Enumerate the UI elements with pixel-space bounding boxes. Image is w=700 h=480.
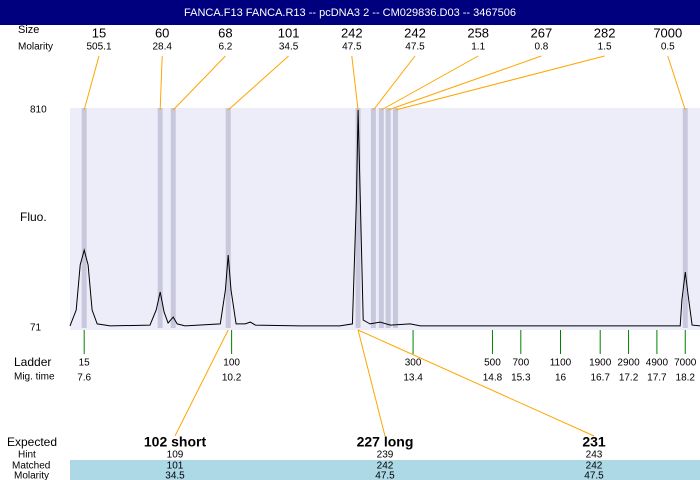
peak-size: 68 — [218, 25, 232, 40]
peak-band — [385, 108, 391, 328]
matched-value: 242 — [586, 461, 603, 472]
ladder-size: 500 — [484, 358, 501, 369]
row-label: Hint — [18, 450, 36, 461]
molarity-value: 47.5 — [584, 471, 604, 480]
peak-size: 242 — [404, 25, 426, 40]
ladder-time: 16 — [555, 373, 567, 384]
header-bar — [0, 0, 700, 25]
matched-value: 242 — [377, 461, 394, 472]
peak-size: 282 — [594, 25, 616, 40]
peak-molarity: 6.2 — [218, 42, 232, 53]
peak-pointer — [351, 55, 359, 111]
peak-pointer — [387, 55, 542, 111]
peak-band — [81, 108, 87, 328]
peak-molarity: 34.5 — [279, 42, 299, 53]
hint-value: 239 — [377, 450, 394, 461]
ladder-size: 700 — [512, 358, 529, 369]
peak-molarity: 0.5 — [661, 42, 675, 53]
peak-pointer — [395, 55, 605, 111]
ladder-time: 17.7 — [647, 373, 667, 384]
peak-size: 242 — [341, 25, 363, 40]
peak-molarity: 47.5 — [405, 42, 425, 53]
peak-size: 258 — [467, 25, 489, 40]
peak-molarity: 505.1 — [86, 42, 111, 53]
row-label: Molarity — [14, 471, 49, 480]
ladder-size: 100 — [223, 358, 240, 369]
ladder-time: 16.7 — [590, 373, 610, 384]
expected-pointer — [357, 329, 386, 437]
peak-size: 60 — [155, 25, 169, 40]
trace-line — [69, 109, 700, 327]
ladder-size: 1900 — [589, 358, 612, 369]
peak-pointer — [83, 55, 100, 111]
peak-molarity: 1.1 — [471, 42, 485, 53]
molarity-value: 34.5 — [165, 471, 185, 480]
peak-pointer — [667, 55, 686, 111]
peak-band — [157, 108, 163, 328]
peak-band — [170, 108, 176, 328]
molarity-value: 47.5 — [375, 471, 395, 480]
ladder-size: 7000 — [674, 358, 697, 369]
peak-band — [370, 108, 376, 328]
row-label: Mig. time — [14, 372, 55, 383]
peak-molarity: 47.5 — [342, 42, 362, 53]
row-label: Size — [18, 24, 39, 36]
header-title: FANCA.F13 FANCA.R13 -- pcDNA3 2 -- CM029… — [184, 7, 516, 19]
hint-value: 243 — [586, 450, 603, 461]
ladder-size: 15 — [79, 358, 91, 369]
peak-size: 15 — [92, 25, 106, 40]
peak-pointer — [172, 55, 226, 111]
ladder-time: 10.2 — [222, 373, 242, 384]
ladder-time: 15.3 — [511, 373, 531, 384]
peak-band — [378, 108, 384, 328]
ladder-time: 18.2 — [676, 373, 696, 384]
hint-value: 109 — [167, 450, 184, 461]
peak-pointer — [381, 55, 479, 111]
peak-band — [682, 108, 688, 328]
peak-molarity: 28.4 — [152, 42, 172, 53]
ladder-time: 14.8 — [483, 373, 503, 384]
peak-band — [392, 108, 398, 328]
peak-pointer — [159, 55, 163, 111]
row-label: Expected — [7, 435, 57, 449]
axis-label: Fluo. — [20, 210, 47, 224]
peak-molarity: 1.5 — [598, 42, 612, 53]
y-tick-label: 71 — [30, 323, 42, 334]
ladder-size: 4900 — [646, 358, 669, 369]
expected-pointer — [357, 329, 595, 437]
matched-band — [70, 460, 700, 480]
peak-size: 267 — [531, 25, 553, 40]
peak-size: 101 — [278, 25, 300, 40]
plot-area — [70, 108, 700, 330]
peak-band — [355, 108, 361, 328]
row-label: Molarity — [18, 42, 53, 53]
row-label: Matched — [12, 461, 50, 472]
row-label: Ladder — [14, 355, 51, 369]
ladder-time: 7.6 — [77, 373, 91, 384]
ladder-time: 17.2 — [619, 373, 639, 384]
expected-pointer — [174, 329, 229, 437]
peak-size: 7000 — [653, 25, 682, 40]
peak-pointer — [372, 55, 416, 111]
expected-label: 102 short — [144, 434, 207, 450]
ladder-size: 2900 — [617, 358, 640, 369]
peak-band — [225, 108, 231, 328]
y-tick-label: 810 — [30, 105, 47, 116]
peak-molarity: 0.8 — [534, 42, 548, 53]
peak-pointer — [227, 55, 289, 111]
expected-label: 227 long — [357, 434, 414, 450]
ladder-time: 13.4 — [403, 373, 423, 384]
matched-value: 101 — [167, 461, 184, 472]
ladder-size: 1100 — [550, 358, 572, 369]
ladder-size: 300 — [405, 358, 422, 369]
expected-label: 231 — [582, 434, 606, 450]
